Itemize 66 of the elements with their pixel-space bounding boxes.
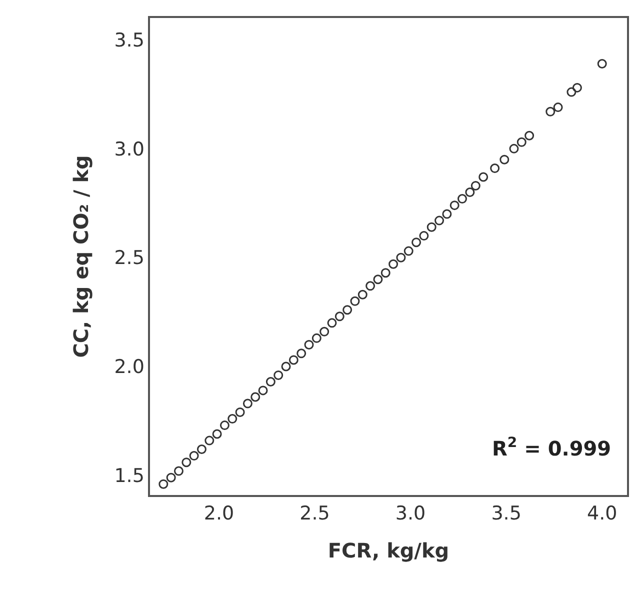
point bbox=[334, 312, 344, 322]
point bbox=[288, 355, 298, 365]
point bbox=[566, 87, 576, 97]
point bbox=[388, 259, 398, 269]
y-tick-label: 2.5 bbox=[114, 247, 144, 270]
point bbox=[189, 451, 199, 461]
point bbox=[296, 348, 306, 358]
point bbox=[396, 252, 406, 262]
point bbox=[380, 268, 390, 278]
x-tick-label: 2.5 bbox=[300, 502, 330, 525]
point bbox=[274, 370, 284, 380]
point bbox=[426, 222, 436, 232]
point bbox=[182, 458, 192, 468]
point bbox=[442, 209, 452, 219]
point bbox=[166, 472, 176, 482]
point bbox=[450, 200, 460, 210]
point bbox=[266, 376, 276, 386]
y-tick-label: 2.0 bbox=[114, 356, 144, 378]
point bbox=[358, 290, 368, 300]
y-tick-label: 1.5 bbox=[114, 465, 144, 488]
point bbox=[419, 231, 429, 241]
point bbox=[258, 386, 268, 396]
point bbox=[196, 444, 206, 454]
point bbox=[597, 58, 607, 68]
point bbox=[490, 164, 500, 174]
point bbox=[516, 137, 526, 147]
x-tick-label: 4.0 bbox=[586, 502, 618, 525]
point bbox=[572, 82, 582, 92]
point bbox=[235, 407, 245, 417]
y-tick-label: 3.5 bbox=[114, 29, 144, 52]
point bbox=[228, 414, 238, 424]
point bbox=[327, 318, 337, 328]
point bbox=[220, 420, 230, 430]
x-tick-label: 2.0 bbox=[204, 502, 234, 525]
point bbox=[204, 436, 214, 446]
point bbox=[434, 216, 444, 226]
point bbox=[158, 479, 168, 489]
annotation: R$^{2}$ = 0.999 bbox=[492, 435, 612, 460]
point bbox=[373, 274, 383, 284]
point bbox=[242, 398, 252, 408]
point bbox=[470, 180, 480, 190]
point bbox=[524, 130, 534, 140]
point bbox=[342, 305, 352, 315]
point bbox=[509, 144, 519, 154]
point bbox=[404, 246, 414, 256]
point bbox=[458, 194, 467, 204]
point bbox=[174, 466, 184, 476]
x-tick-label: 3.5 bbox=[491, 502, 522, 525]
x-tick-label: 3.0 bbox=[395, 502, 426, 525]
y-axis-title: CC, kg eq CO₂ / kg bbox=[69, 155, 94, 358]
point bbox=[304, 340, 314, 350]
y-tick-label: 3.0 bbox=[114, 138, 144, 160]
point bbox=[465, 188, 475, 197]
point bbox=[553, 102, 563, 112]
point bbox=[500, 154, 510, 164]
point bbox=[412, 238, 422, 248]
point bbox=[320, 326, 330, 336]
point bbox=[350, 296, 360, 306]
point bbox=[281, 362, 291, 372]
point bbox=[250, 392, 260, 402]
point bbox=[366, 281, 376, 291]
point bbox=[212, 429, 222, 439]
point bbox=[312, 333, 322, 343]
point bbox=[478, 172, 488, 182]
x-axis-title: FCR, kg/kg bbox=[328, 538, 450, 563]
point bbox=[546, 106, 556, 116]
